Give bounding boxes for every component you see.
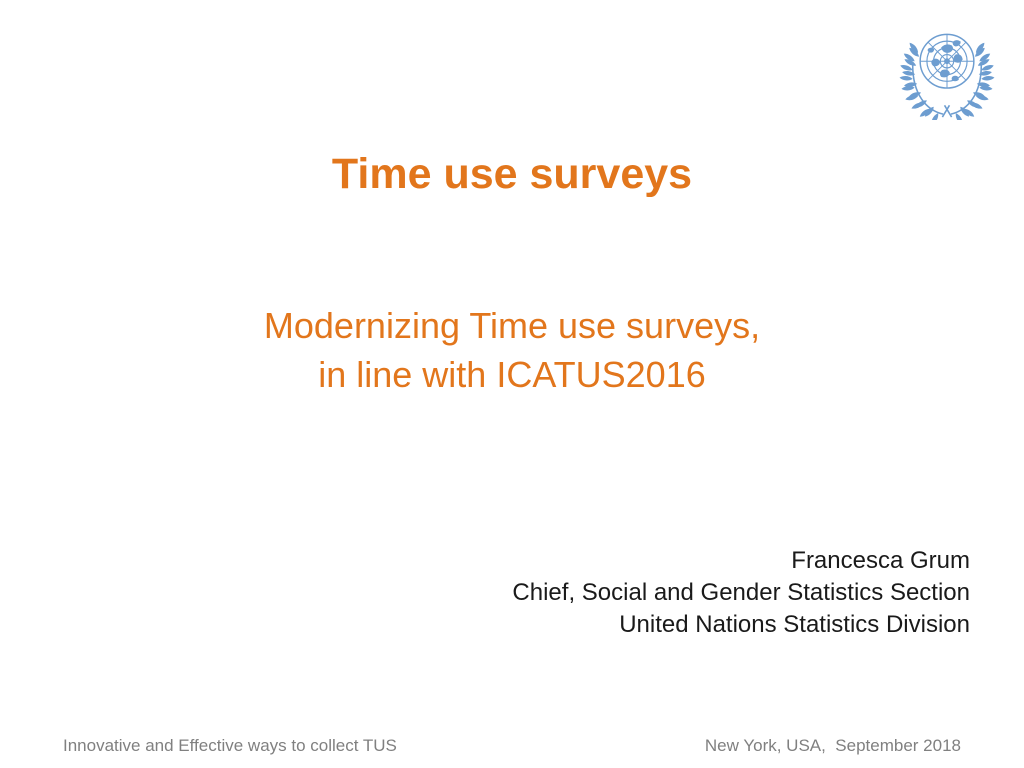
footer-right-text: New York, USA, September 2018 — [704, 736, 961, 755]
subtitle-line-2: in line with ICATUS2016 — [318, 354, 706, 395]
un-emblem-icon — [896, 33, 998, 120]
un-emblem-logo — [896, 22, 998, 120]
slide-footer: Innovative and Effective ways to collect… — [63, 736, 961, 756]
subtitle-line-1: Modernizing Time use surveys, — [263, 305, 761, 346]
author-block: Francesca Grum Chief, Social and Gender … — [512, 545, 970, 641]
slide-subtitle: Modernizing Time use surveys, in line wi… — [0, 301, 1024, 399]
author-name: Francesca Grum — [791, 547, 970, 574]
footer-left-text: Innovative and Effective ways to collect… — [63, 736, 397, 755]
author-org: United Nations Statistics Division — [619, 611, 970, 638]
slide-title: Time use surveys — [331, 150, 693, 198]
author-role: Chief, Social and Gender Statistics Sect… — [512, 579, 970, 606]
